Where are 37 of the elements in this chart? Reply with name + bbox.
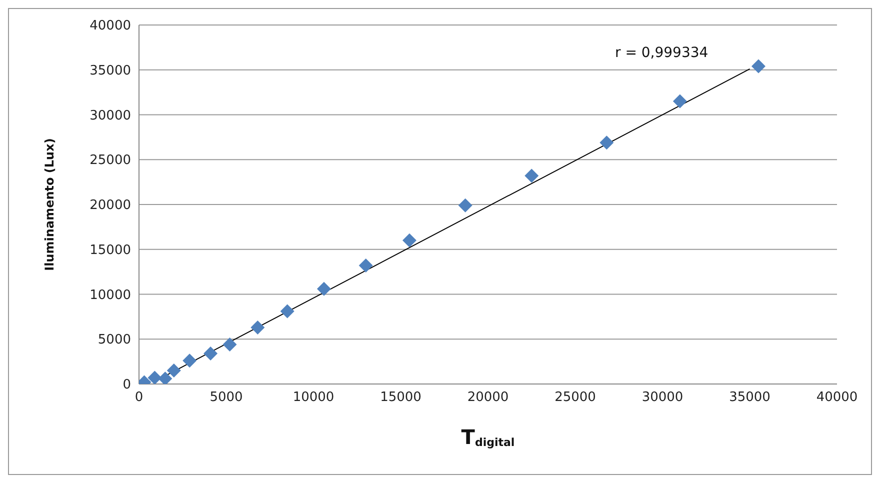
y-tick-label: 25000 — [90, 153, 131, 168]
point — [148, 370, 162, 384]
x-tick-label: 10000 — [292, 390, 334, 406]
y-tick-label: 30000 — [90, 108, 131, 124]
x-axis-title: T$_{digital}$ — [461, 425, 515, 450]
point — [182, 354, 197, 368]
x-tick-label: 35000 — [729, 390, 770, 406]
y-tick-label: 10000 — [90, 288, 131, 303]
y-tick-label: 40000 — [90, 18, 131, 34]
point — [250, 320, 265, 334]
x-tick-label: 15000 — [380, 390, 422, 406]
point — [600, 136, 614, 150]
point — [204, 346, 218, 360]
x-tick-label: 0 — [134, 390, 144, 406]
point — [222, 338, 237, 352]
point — [402, 233, 416, 248]
y-tick-label: 0 — [122, 378, 131, 393]
y-tick-label: 20000 — [90, 198, 131, 214]
y-tick-label: 5000 — [98, 332, 131, 348]
point — [158, 372, 172, 384]
point — [316, 282, 331, 296]
y-axis-title: Iluminamento (Lux) — [42, 138, 56, 271]
point — [280, 304, 294, 318]
point — [672, 94, 687, 108]
y-tick-label: 15000 — [90, 242, 131, 258]
point — [524, 168, 539, 183]
point — [358, 258, 373, 273]
point — [458, 198, 472, 212]
point — [751, 59, 766, 74]
annotation: r = 0,999334 — [615, 45, 708, 61]
x-tick-label: 30000 — [642, 390, 684, 406]
x-tick-label: 40000 — [816, 390, 858, 406]
y-tick-label: 35000 — [90, 63, 131, 78]
x-tick-label: 20000 — [467, 390, 509, 406]
point — [166, 364, 181, 378]
x-tick-label: 25000 — [554, 390, 596, 406]
x-tick-label: 5000 — [210, 390, 243, 406]
